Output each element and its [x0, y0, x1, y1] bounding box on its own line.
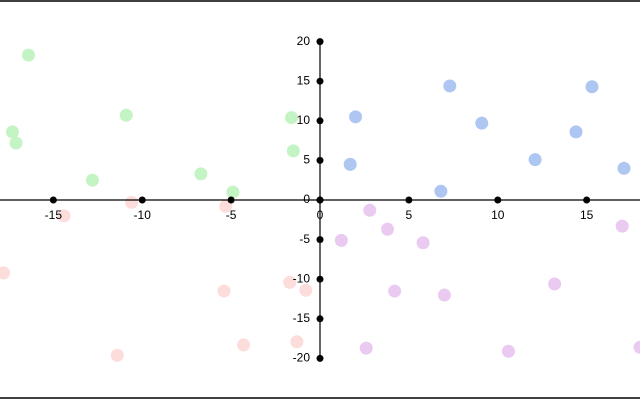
point [119, 108, 133, 122]
point [110, 348, 124, 362]
point [217, 284, 231, 298]
point [349, 110, 363, 124]
point [125, 195, 139, 209]
point [548, 277, 562, 291]
x-tick [405, 196, 413, 204]
point [226, 185, 240, 199]
point [585, 80, 599, 94]
point [617, 161, 631, 175]
x-tick-label: 0 [317, 208, 324, 222]
point [21, 48, 35, 62]
point [528, 153, 542, 167]
point [437, 288, 451, 302]
y-tick [316, 77, 324, 85]
point [5, 125, 19, 139]
point [286, 144, 300, 158]
point [359, 341, 373, 355]
point [237, 338, 251, 352]
point [434, 184, 448, 198]
point [285, 111, 299, 125]
y-tick-label: 0 [303, 192, 310, 206]
y-tick [316, 275, 324, 283]
x-tick [138, 196, 146, 204]
x-tick-label: 5 [406, 208, 413, 222]
y-tick [316, 196, 324, 204]
y-tick [316, 156, 324, 164]
x-tick [49, 196, 57, 204]
point [501, 344, 515, 358]
y-tick [316, 117, 324, 125]
point [569, 125, 583, 139]
point [615, 219, 629, 233]
axes: -15 -10 -5 0 5 10 15 -20 -15 -10 -5 0 5 10 15 20 [0, 34, 640, 365]
point [343, 157, 357, 171]
x-tick-label: 15 [580, 208, 594, 222]
y-tick-label: -5 [299, 232, 310, 246]
y-tick-label: 10 [297, 113, 311, 127]
point [299, 283, 313, 297]
y-tick-label: 20 [297, 34, 311, 48]
point [381, 222, 395, 236]
x-tick-label: 10 [491, 208, 505, 222]
point [363, 203, 377, 217]
y-tick [316, 38, 324, 46]
x-tick [494, 196, 502, 204]
y-tick-label: 15 [297, 73, 311, 87]
point [416, 236, 430, 250]
y-tick-label: -10 [293, 271, 311, 285]
point [57, 209, 71, 223]
x-tick [583, 196, 591, 204]
point [334, 233, 348, 247]
y-tick [316, 354, 324, 362]
point [85, 173, 99, 187]
point [633, 340, 640, 354]
y-tick [316, 315, 324, 323]
point [0, 266, 11, 280]
y-tick-label: -20 [293, 351, 311, 365]
x-tick-label: -5 [226, 208, 237, 222]
points [0, 48, 640, 362]
x-tick-label: -10 [134, 208, 152, 222]
point [194, 167, 208, 181]
point [388, 284, 402, 298]
point [443, 79, 457, 93]
y-tick [316, 236, 324, 244]
x-tick-label: -15 [45, 208, 63, 222]
x-tick [227, 196, 235, 204]
point [9, 136, 23, 150]
point [290, 335, 304, 349]
point [475, 116, 489, 130]
point [283, 275, 297, 289]
point [219, 199, 233, 213]
y-tick-label: -15 [293, 311, 311, 325]
y-tick-label: 5 [303, 153, 310, 167]
